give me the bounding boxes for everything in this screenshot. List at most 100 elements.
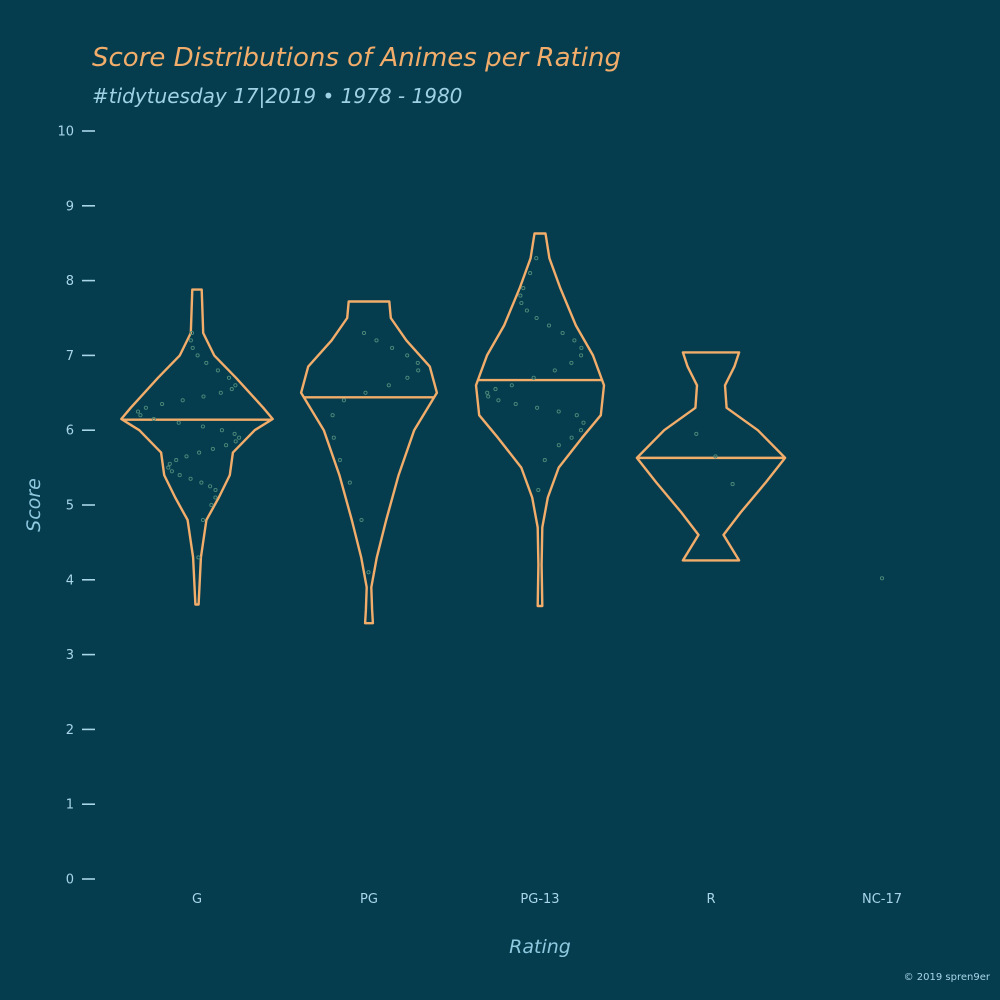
data-point [233,383,238,388]
data-point [521,286,526,291]
y-axis-title: Score [23,478,45,532]
data-point [386,383,391,388]
y-tick-label: 8 [66,274,74,289]
data-point [361,330,367,336]
data-point [694,431,699,436]
data-point [167,461,172,466]
data-point [509,383,514,388]
caption: © 2019 spren9er [904,972,991,983]
data-point [184,454,189,459]
data-point [233,439,238,444]
data-point [363,390,368,395]
data-point [493,387,498,392]
data-point [196,555,201,560]
violin-nc-17 [879,576,885,581]
violin-outline [635,351,787,562]
data-point [556,443,561,448]
data-point [366,570,371,575]
data-point [485,390,490,395]
data-point [572,338,577,343]
data-point [569,435,574,440]
data-point [405,353,410,358]
violin-pg [299,300,439,625]
data-point [201,394,206,399]
data-point [519,300,524,306]
data-point [215,368,220,373]
chart-title: Score Distributions of Animes per Rating [92,43,621,73]
x-axis-title: Rating [509,936,571,958]
data-point [169,469,174,474]
chart-subtitle: #tidytuesday 17|2019 • 1978 - 1980 [92,84,462,108]
y-tick-label: 2 [66,723,74,738]
y-tick-label: 9 [66,199,74,214]
data-point [213,495,218,500]
data-point [210,446,215,451]
y-tick-label: 0 [66,873,74,888]
data-point [237,435,242,440]
data-point [226,375,232,380]
data-point [496,398,501,403]
data-point [556,409,561,414]
data-point [535,405,540,410]
data-point [218,390,223,395]
data-point [232,431,237,436]
x-tick-label: NC-17 [862,892,902,907]
data-point [188,476,193,481]
y-tick-label: 3 [66,648,74,663]
data-point [224,443,229,448]
x-tick-label: PG [360,892,378,907]
data-point [534,256,539,261]
y-tick-label: 4 [66,573,74,588]
data-point [138,413,143,418]
data-point [578,428,584,433]
data-point [330,413,335,418]
data-point [560,330,565,336]
data-point [713,454,718,459]
data-point [180,398,185,403]
data-point [174,458,179,463]
data-point [534,315,539,321]
data-point [415,360,420,365]
x-tick-label: G [192,892,202,907]
y-axis: 0 1 2 3 4 5 6 7 8 9 10 [57,125,95,888]
data-point [581,420,586,425]
violins [120,232,885,625]
data-point [416,368,421,373]
y-tick-label: 1 [66,798,74,813]
data-point [135,409,141,414]
data-point [337,458,342,463]
data-point [390,345,395,350]
data-point [579,345,584,350]
data-point [209,502,214,508]
data-point [347,480,352,485]
data-point [331,435,336,440]
data-point [177,473,182,478]
data-point [176,420,181,425]
violin-r [635,351,787,562]
data-point [518,293,523,298]
data-point [213,487,218,493]
data-point [190,345,195,350]
violin-outline [474,232,606,608]
data-point [200,517,206,523]
data-point [524,308,529,313]
data-point [528,271,533,276]
data-point [208,484,213,489]
data-point [546,323,552,328]
data-point [143,405,148,410]
data-point [188,338,193,343]
data-point [486,394,491,399]
data-point [542,458,547,463]
data-point [730,482,735,487]
data-point [341,398,346,403]
data-point [569,360,574,365]
data-point [197,450,202,455]
violin-outline [120,288,274,606]
data-point [531,375,536,380]
data-point [879,576,885,581]
data-point [405,375,410,380]
x-tick-label: R [706,892,715,907]
data-point [199,480,204,485]
data-point [219,428,224,433]
